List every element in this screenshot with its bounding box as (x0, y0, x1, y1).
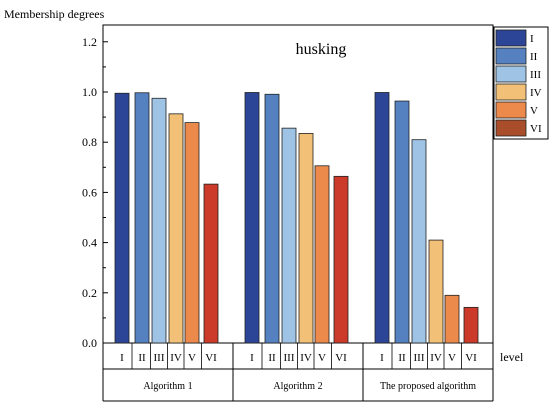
level-tick-label: IV (430, 352, 442, 364)
legend-label: I (530, 33, 534, 45)
bar-3-I (374, 92, 390, 344)
bar-1-V (184, 122, 200, 344)
legend-label: III (530, 69, 541, 81)
level-tick-label: I (380, 352, 384, 364)
bar-3-V (444, 294, 460, 344)
legend-label: V (530, 105, 538, 117)
bar-1-VI (203, 183, 219, 344)
level-tick-label: III (284, 352, 295, 364)
level-tick-label: III (154, 352, 165, 364)
legend-swatch (495, 83, 527, 101)
level-tick-label: II (268, 352, 276, 364)
y-axis-label: Membership degrees (4, 7, 105, 21)
bar-2-I (244, 92, 260, 344)
y-tick-label: 0.4 (82, 236, 97, 250)
legend-swatch (495, 65, 527, 83)
bars (114, 92, 479, 344)
y-tick-label: 0.0 (82, 336, 97, 350)
bar-1-II (134, 92, 150, 344)
bar-2-IV (298, 133, 314, 344)
bar-2-V (314, 165, 330, 344)
legend-label: IV (530, 87, 542, 99)
level-tick-label: VI (465, 352, 477, 364)
level-tick-label: IV (300, 352, 312, 364)
legend-swatch (495, 47, 527, 65)
bar-2-VI (333, 175, 349, 344)
level-tick-label: V (318, 352, 326, 364)
group-label: The proposed algorithm (380, 381, 476, 392)
legend-swatch (495, 101, 527, 119)
level-tick-label: III (414, 352, 425, 364)
bar-3-IV (428, 239, 444, 344)
legend-label: VI (530, 123, 542, 135)
level-tick-label: I (250, 352, 254, 364)
plot-frame (102, 24, 494, 344)
bar-3-II (394, 100, 410, 344)
y-tick-label: 0.6 (82, 185, 97, 199)
bar-3-VI (463, 306, 479, 344)
group-label: Algorithm 2 (273, 381, 322, 392)
y-tick-label: 1.0 (82, 85, 97, 99)
group-label: Algorithm 1 (143, 381, 192, 392)
level-tick-label: IV (170, 352, 182, 364)
bar-3-III (411, 139, 427, 344)
bar-2-III (281, 127, 297, 344)
y-tick-label: 1.2 (82, 35, 97, 49)
y-axis: 0.0 0.2 0.4 0.6 0.8 1.0 1.2 (82, 35, 108, 350)
level-tick-label: V (448, 352, 456, 364)
bar-1-IV (168, 113, 184, 344)
legend-label: II (530, 51, 538, 63)
level-tick-label: V (188, 352, 196, 364)
level-tick-label: VI (205, 352, 217, 364)
bar-2-II (264, 93, 280, 344)
y-tick-label: 0.2 (82, 286, 97, 300)
bar-1-III (151, 97, 167, 344)
legend-swatch (495, 29, 527, 47)
legend-swatch (495, 119, 527, 137)
level-tick-label: VI (335, 352, 347, 364)
level-tick-label: II (138, 352, 146, 364)
level-tick-label: II (398, 352, 406, 364)
y-tick-label: 0.8 (82, 135, 97, 149)
bar-1-I (114, 92, 130, 344)
chart-title: husking (296, 41, 347, 58)
x-axis-label: level (500, 350, 524, 364)
level-tick-label: I (120, 352, 124, 364)
